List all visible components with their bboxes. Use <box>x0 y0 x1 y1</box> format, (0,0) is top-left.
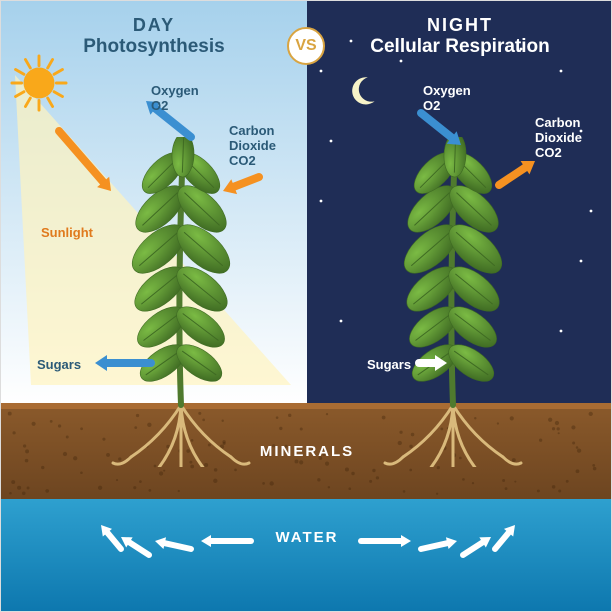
sub: Dioxide <box>229 138 276 153</box>
night-title-line1: NIGHT <box>307 15 612 36</box>
label-night-co2: Carbon Dioxide CO2 <box>535 115 582 160</box>
text: Oxygen <box>423 83 471 98</box>
sub2: CO2 <box>535 145 582 160</box>
label-water: WATER <box>1 529 612 546</box>
day-title: DAY Photosynthesis <box>1 15 307 58</box>
label-day-oxygen: Oxygen O2 <box>151 83 199 113</box>
night-title-line2: Cellular Respiration <box>307 36 612 58</box>
label-sunlight: Sunlight <box>41 225 93 240</box>
text: Sunlight <box>41 225 93 240</box>
sub2: CO2 <box>229 153 276 168</box>
text: Oxygen <box>151 83 199 98</box>
label-night-sugars: Sugars <box>367 357 411 372</box>
text: Sugars <box>37 357 81 372</box>
text: Carbon <box>229 123 275 138</box>
text: Carbon <box>535 115 581 130</box>
vs-badge: VS <box>287 27 325 65</box>
label-minerals: MINERALS <box>1 443 612 460</box>
diagram-stage: DAY Photosynthesis NIGHT Cellular Respir… <box>0 0 612 612</box>
water-arrows <box>1 1 612 612</box>
label-day-sugars: Sugars <box>37 357 81 372</box>
text: Sugars <box>367 357 411 372</box>
sub: O2 <box>151 98 199 113</box>
label-night-oxygen: Oxygen O2 <box>423 83 471 113</box>
day-title-line2: Photosynthesis <box>1 36 307 58</box>
label-day-co2: Carbon Dioxide CO2 <box>229 123 276 168</box>
sub: O2 <box>423 98 471 113</box>
day-title-line1: DAY <box>1 15 307 36</box>
sub: Dioxide <box>535 130 582 145</box>
night-title: NIGHT Cellular Respiration <box>307 15 612 58</box>
